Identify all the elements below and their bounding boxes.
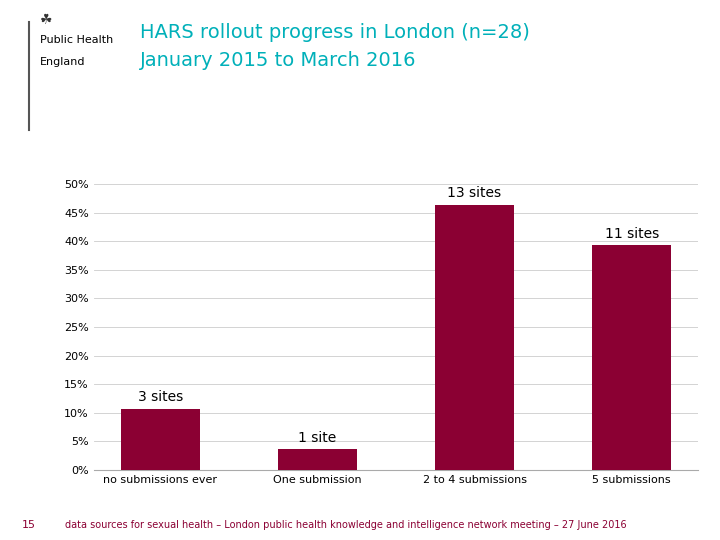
Text: 3 sites: 3 sites <box>138 390 183 404</box>
Text: 13 sites: 13 sites <box>448 186 502 200</box>
Bar <box>121 409 199 470</box>
Text: January 2015 to March 2016: January 2015 to March 2016 <box>140 51 417 70</box>
Bar <box>593 245 671 470</box>
Text: England: England <box>40 57 85 67</box>
Text: Public Health: Public Health <box>40 35 113 45</box>
Text: 15: 15 <box>22 520 35 530</box>
Text: HARS rollout progress in London (n=28): HARS rollout progress in London (n=28) <box>140 23 530 42</box>
Text: 11 sites: 11 sites <box>605 227 659 241</box>
Bar <box>436 205 514 470</box>
Bar <box>278 449 356 470</box>
Text: ☘: ☘ <box>40 14 52 28</box>
Text: 1 site: 1 site <box>298 431 336 445</box>
Text: data sources for sexual health – London public health knowledge and intelligence: data sources for sexual health – London … <box>65 520 626 530</box>
